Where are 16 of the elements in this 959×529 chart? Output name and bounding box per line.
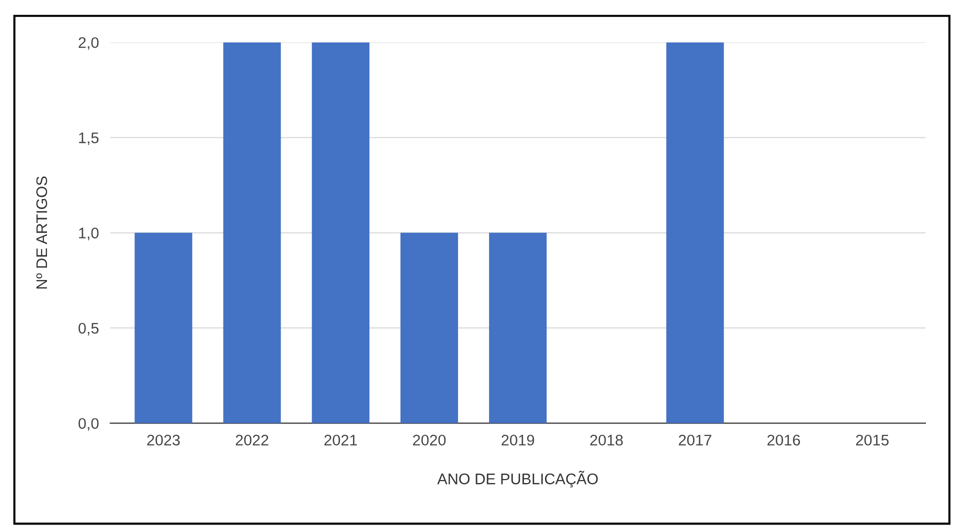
x-tick-label: 2015 (856, 434, 889, 446)
x-tick-label: 2016 (767, 434, 800, 446)
x-tick-label: 2019 (502, 434, 534, 446)
x-axis-title: ANO DE PUBLICAÇÃO (437, 470, 598, 488)
x-tick-label: 2023 (147, 434, 180, 446)
y-tick-label: 1,5 (79, 132, 99, 146)
y-tick-label: 0,0 (78, 418, 99, 431)
x-tick-label: 2021 (324, 434, 357, 446)
y-axis-title: Nº DE ARTIGOS (36, 176, 48, 288)
y-tick-label: 0,5 (78, 322, 99, 336)
y-tick-label: 2,0 (78, 37, 99, 50)
x-tick-label: 2020 (413, 434, 446, 446)
x-tick-label: 2018 (590, 434, 623, 446)
x-tick-label: 2017 (678, 434, 712, 446)
y-tick-label: 1,0 (79, 228, 99, 240)
x-tick-label: 2022 (236, 434, 268, 446)
